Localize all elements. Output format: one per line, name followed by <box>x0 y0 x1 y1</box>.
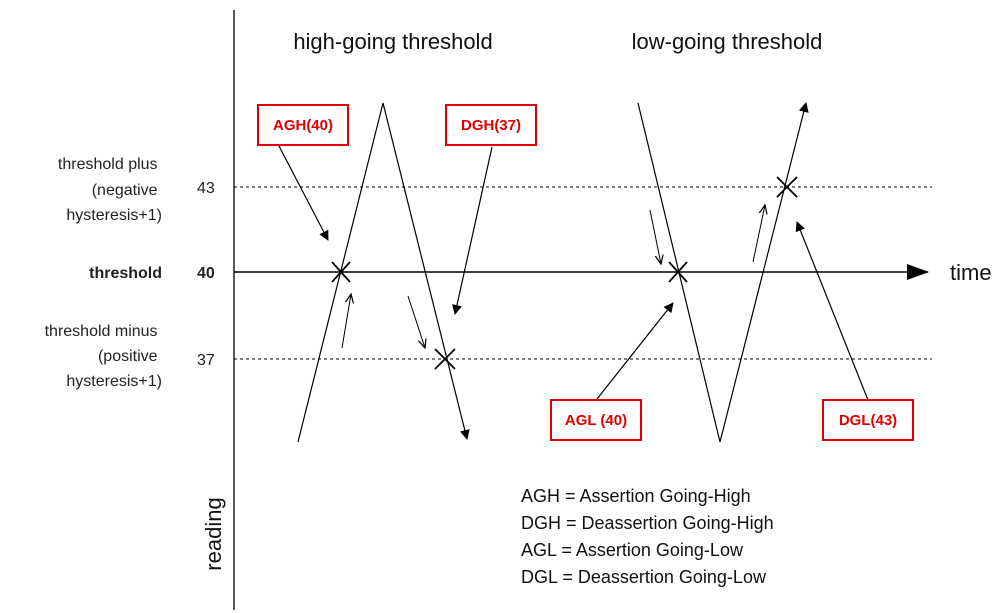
svg-text:DGL(43): DGL(43) <box>839 412 897 429</box>
upper-level-value: 43 <box>197 180 215 197</box>
cross-marker-agl <box>668 261 688 283</box>
upper-level-label: threshold plus (negative hysteresis+1) <box>58 156 162 224</box>
high-going-title: high-going threshold <box>293 29 492 54</box>
lower-level-label: threshold minus (positive hysteresis+1) <box>45 323 162 390</box>
low-going-title: low-going threshold <box>632 29 823 54</box>
legend: AGH = Assertion Going-High DGH = Deasser… <box>521 486 774 587</box>
dgh-pointer-arrow <box>452 146 493 315</box>
svg-text:AGH(40): AGH(40) <box>273 117 333 134</box>
dgl-pointer-arrow <box>795 221 869 401</box>
cross-marker-dgh <box>434 348 456 370</box>
legend-item: AGL = Assertion Going-Low <box>521 540 744 560</box>
agl-pointer-arrow <box>596 302 674 400</box>
reading-rise-2 <box>719 102 809 443</box>
svg-text:AGL (40): AGL (40) <box>565 412 627 429</box>
direction-arrow-down-2 <box>649 209 661 264</box>
agh-pointer-arrow <box>278 145 329 241</box>
threshold-label: threshold <box>89 265 162 282</box>
x-axis-label: time <box>950 260 992 285</box>
dgh-callout: DGH(37) <box>445 104 537 146</box>
cross-marker-dgl <box>776 176 798 198</box>
agh-callout: AGH(40) <box>257 104 349 146</box>
direction-arrow-down-1 <box>407 295 425 348</box>
svg-text:DGH(37): DGH(37) <box>461 117 521 134</box>
agl-callout: AGL (40) <box>550 399 642 441</box>
legend-item: AGH = Assertion Going-High <box>521 486 751 506</box>
dgl-callout: DGL(43) <box>822 399 914 441</box>
y-axis-label: reading <box>201 497 226 570</box>
reading-fall-1 <box>382 102 470 440</box>
legend-item: DGH = Deassertion Going-High <box>521 513 774 533</box>
direction-arrow-up-1 <box>341 294 351 349</box>
lower-level-value: 37 <box>197 352 215 369</box>
direction-arrow-up-2 <box>752 205 765 263</box>
cross-marker-agh <box>331 261 351 283</box>
threshold-value: 40 <box>197 265 215 282</box>
legend-item: DGL = Deassertion Going-Low <box>521 567 767 587</box>
